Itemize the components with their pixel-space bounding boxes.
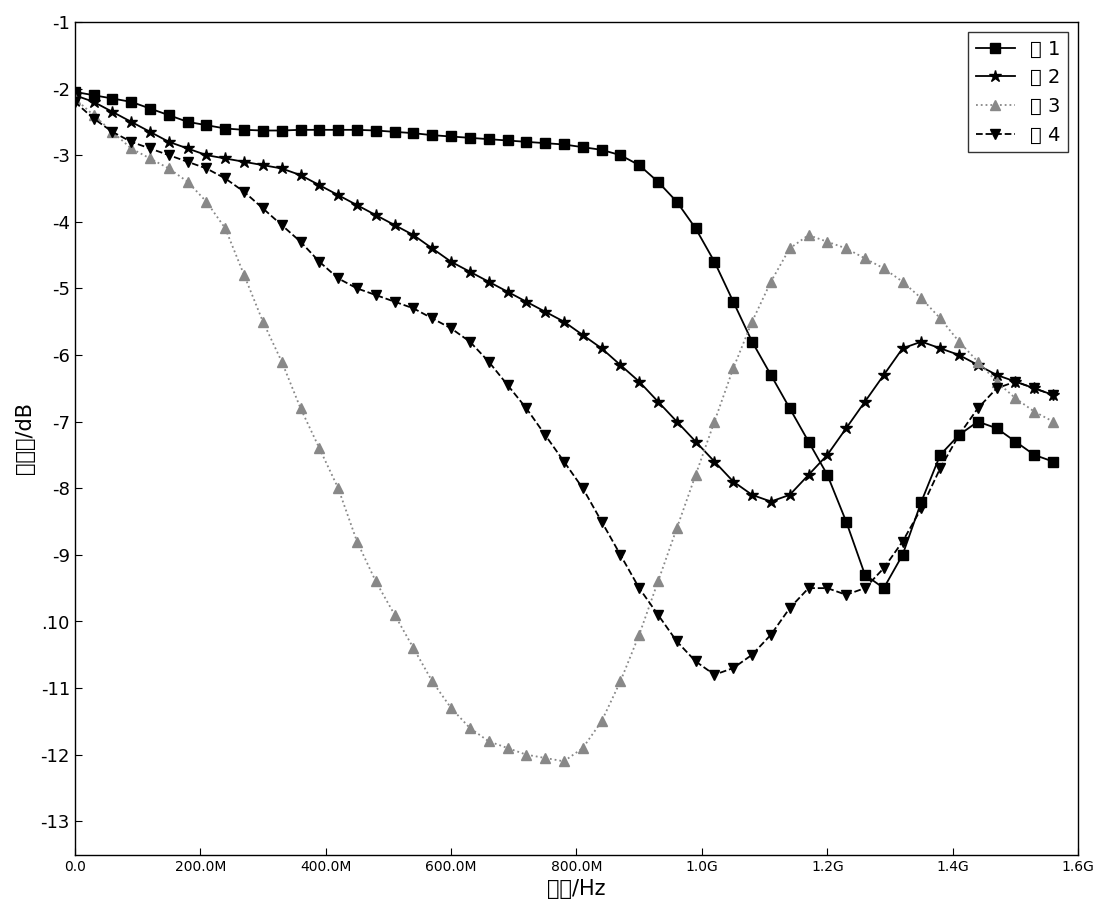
例 3 xyxy=(651,576,664,587)
例 1 xyxy=(876,583,889,594)
例 1 xyxy=(68,87,81,98)
Line: 例 3: 例 3 xyxy=(70,94,1057,766)
例 4 xyxy=(708,669,721,680)
Legend: 例 1, 例 2, 例 3, 例 4: 例 1, 例 2, 例 3, 例 4 xyxy=(967,32,1068,153)
例 1 xyxy=(1046,456,1059,467)
例 2 xyxy=(840,423,853,434)
例 3 xyxy=(1046,416,1059,427)
例 4 xyxy=(952,430,965,441)
例 4 xyxy=(840,590,853,600)
例 1 xyxy=(821,470,834,481)
例 4 xyxy=(1046,389,1059,400)
Y-axis label: 反射率/dB: 反射率/dB xyxy=(16,402,35,474)
例 3 xyxy=(952,336,965,347)
例 4 xyxy=(632,583,645,594)
X-axis label: 频率/Hz: 频率/Hz xyxy=(547,879,606,899)
例 3 xyxy=(332,483,345,494)
例 1 xyxy=(632,160,645,171)
例 3 xyxy=(708,416,721,427)
例 2 xyxy=(332,190,345,201)
例 4 xyxy=(332,273,345,284)
例 1 xyxy=(332,124,345,135)
例 2 xyxy=(68,90,81,101)
例 2 xyxy=(1046,389,1059,400)
例 1 xyxy=(689,223,702,234)
例 1 xyxy=(651,176,664,187)
例 3 xyxy=(670,523,683,534)
例 2 xyxy=(689,436,702,447)
例 2 xyxy=(952,349,965,360)
Line: 例 1: 例 1 xyxy=(70,87,1057,593)
Line: 例 4: 例 4 xyxy=(70,97,1057,680)
例 3 xyxy=(68,93,81,104)
Line: 例 2: 例 2 xyxy=(69,89,1059,508)
例 4 xyxy=(68,97,81,108)
例 4 xyxy=(651,610,664,621)
例 1 xyxy=(952,430,965,441)
例 3 xyxy=(557,756,570,767)
例 2 xyxy=(632,377,645,388)
例 4 xyxy=(689,656,702,667)
例 3 xyxy=(840,243,853,254)
例 2 xyxy=(651,396,664,407)
例 2 xyxy=(764,496,777,507)
